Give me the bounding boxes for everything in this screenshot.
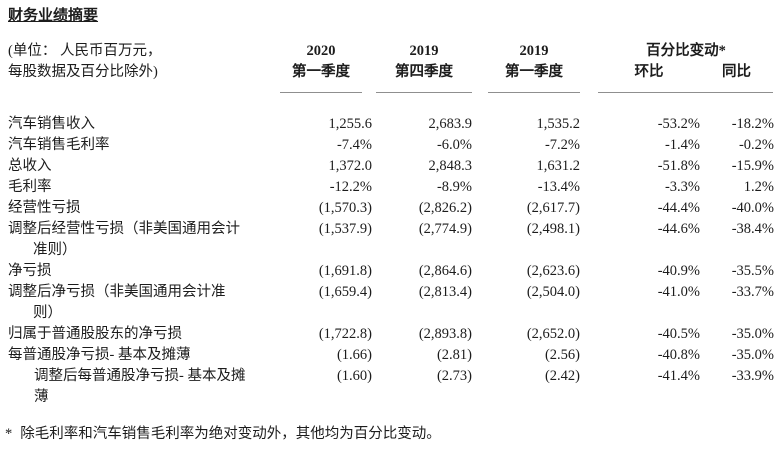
- cell-value: -18.2%: [731, 116, 774, 132]
- pct-change-group-header: 百分比变动*: [646, 43, 726, 59]
- cell-value: (2,774.9): [418, 221, 472, 237]
- cell-value: (2.42): [544, 368, 580, 384]
- cell-value: (2,617.7): [526, 200, 580, 216]
- cell-value: (1.60): [336, 368, 372, 384]
- row-label: 经营性亏损: [8, 200, 81, 216]
- cell-value: (1,691.8): [318, 263, 372, 279]
- unit-note-line2: 每股数据及百分比除外): [8, 64, 158, 80]
- cell-value: (2,498.1): [526, 221, 580, 237]
- table-row-adjusted-loss-per-share: 调整后每普通股净亏损- 基本及摊 薄 (1.60) (2.73) (2.42) …: [8, 366, 774, 408]
- cell-value: -40.9%: [657, 263, 700, 279]
- cell-value: 1.2%: [743, 179, 774, 195]
- cell-value: -8.9%: [436, 179, 472, 195]
- cell-value: (2,893.8): [418, 326, 472, 342]
- table-row-adjusted-operating-loss: 调整后经营性亏损（非美国通用会计 准则） (1,537.9) (2,774.9)…: [8, 219, 774, 261]
- cell-value: -13.4%: [537, 179, 580, 195]
- cell-value: -12.2%: [329, 179, 372, 195]
- cell-value: 1,255.6: [328, 116, 373, 132]
- cell-value: (2,826.2): [418, 200, 472, 216]
- subheader-qoq: 环比: [580, 62, 700, 93]
- row-label: 调整后每普通股净亏损- 基本及摊 薄: [34, 368, 246, 405]
- row-label: 净亏损: [8, 263, 52, 279]
- cell-value: -41.4%: [657, 368, 700, 384]
- cell-value: 2,683.9: [428, 116, 473, 132]
- cell-value: (2,813.4): [418, 284, 472, 300]
- table-row-net-loss: 净亏损 (1,691.8) (2,864.6) (2,623.6) -40.9%…: [8, 261, 774, 282]
- cell-value: -35.0%: [731, 347, 774, 363]
- row-label: 汽车销售收入: [8, 116, 95, 132]
- cell-value: 2,848.3: [428, 158, 473, 174]
- cell-value: -1.4%: [664, 137, 700, 153]
- table-row-loss-per-share: 每普通股净亏损- 基本及摊薄 (1.66) (2.81) (2.56) -40.…: [8, 345, 774, 366]
- subheader-yoy: 同比: [700, 62, 774, 93]
- footnote-text: 除毛利率和汽车销售毛利率为绝对变动外，其他均为百分比变动。: [20, 426, 441, 442]
- cell-value: -38.4%: [731, 221, 774, 237]
- row-label: 调整后净亏损（非美国通用会计准 则）: [8, 284, 226, 321]
- cell-value: -7.2%: [544, 137, 580, 153]
- row-label: 总收入: [8, 158, 52, 174]
- cell-value: -41.0%: [657, 284, 700, 300]
- quarter-header-q1-2019: 第一季度: [472, 62, 580, 93]
- cell-value: 1,372.0: [328, 158, 373, 174]
- cell-value: (2.81): [436, 347, 472, 363]
- cell-value: -40.0%: [731, 200, 774, 216]
- cell-value: (2,623.6): [526, 263, 580, 279]
- row-label: 调整后经营性亏损（非美国通用会计 准则）: [8, 221, 240, 258]
- footnote-marker: *: [5, 426, 13, 442]
- row-label: 归属于普通股股东的净亏损: [8, 326, 182, 342]
- cell-value: -40.5%: [657, 326, 700, 342]
- cell-value: -44.6%: [657, 221, 700, 237]
- cell-value: -3.3%: [664, 179, 700, 195]
- cell-value: (2,864.6): [418, 263, 472, 279]
- header-quarter-row: 每股数据及百分比除外) 第一季度 第四季度 第一季度 环比 同比: [8, 62, 774, 93]
- cell-value: -6.0%: [436, 137, 472, 153]
- year-header-2019q4: 2019: [409, 43, 439, 59]
- cell-value: -33.7%: [731, 284, 774, 300]
- financial-summary-table: (单位： 人民币百万元， 2020 2019 2019 百分比变动* 每股数据及…: [8, 41, 774, 408]
- cell-value: (2.56): [544, 347, 580, 363]
- cell-value: (1,722.8): [318, 326, 372, 342]
- cell-value: -35.5%: [731, 263, 774, 279]
- table-row-total-revenue: 总收入 1,372.0 2,848.3 1,631.2 -51.8% -15.9…: [8, 156, 774, 177]
- header-year-row: (单位： 人民币百万元， 2020 2019 2019 百分比变动*: [8, 41, 774, 62]
- table-row-operating-loss: 经营性亏损 (1,570.3) (2,826.2) (2,617.7) -44.…: [8, 198, 774, 219]
- year-header-2019q1: 2019: [519, 43, 549, 59]
- cell-value: -7.4%: [336, 137, 372, 153]
- cell-value: 1,631.2: [536, 158, 581, 174]
- table-row-net-loss-to-shareholders: 归属于普通股股东的净亏损 (1,722.8) (2,893.8) (2,652.…: [8, 324, 774, 345]
- cell-value: (1,659.4): [318, 284, 372, 300]
- cell-value: (1,570.3): [318, 200, 372, 216]
- table-row-vehicle-margin: 汽车销售毛利率 -7.4% -6.0% -7.2% -1.4% -0.2%: [8, 135, 774, 156]
- cell-value: (1,537.9): [318, 221, 372, 237]
- table-row-gross-margin: 毛利率 -12.2% -8.9% -13.4% -3.3% 1.2%: [8, 177, 774, 198]
- cell-value: (2,652.0): [526, 326, 580, 342]
- quarter-header-q4-2019: 第四季度: [372, 62, 472, 93]
- row-label: 汽车销售毛利率: [8, 137, 110, 153]
- cell-value: -33.9%: [731, 368, 774, 384]
- page-title: 财务业绩摘要: [8, 8, 99, 24]
- cell-value: (2.73): [436, 368, 472, 384]
- footnote: * 除毛利率和汽车销售毛利率为绝对变动外，其他均为百分比变动。: [5, 424, 774, 445]
- table-row-adjusted-net-loss: 调整后净亏损（非美国通用会计准 则） (1,659.4) (2,813.4) (…: [8, 282, 774, 324]
- cell-value: -51.8%: [657, 158, 700, 174]
- cell-value: -0.2%: [738, 137, 774, 153]
- cell-value: -35.0%: [731, 326, 774, 342]
- row-label: 每普通股净亏损- 基本及摊薄: [8, 347, 191, 363]
- cell-value: -53.2%: [657, 116, 700, 132]
- cell-value: -44.4%: [657, 200, 700, 216]
- year-header-2020q1: 2020: [306, 43, 336, 59]
- cell-value: -15.9%: [731, 158, 774, 174]
- cell-value: 1,535.2: [536, 116, 581, 132]
- row-label: 毛利率: [8, 179, 52, 195]
- quarter-header-q1-2020: 第一季度: [280, 62, 372, 93]
- cell-value: (2,504.0): [526, 284, 580, 300]
- cell-value: (1.66): [336, 347, 372, 363]
- unit-note-line1: (单位： 人民币百万元，: [8, 43, 162, 59]
- cell-value: -40.8%: [657, 347, 700, 363]
- table-row-vehicle-sales: 汽车销售收入 1,255.6 2,683.9 1,535.2 -53.2% -1…: [8, 93, 774, 135]
